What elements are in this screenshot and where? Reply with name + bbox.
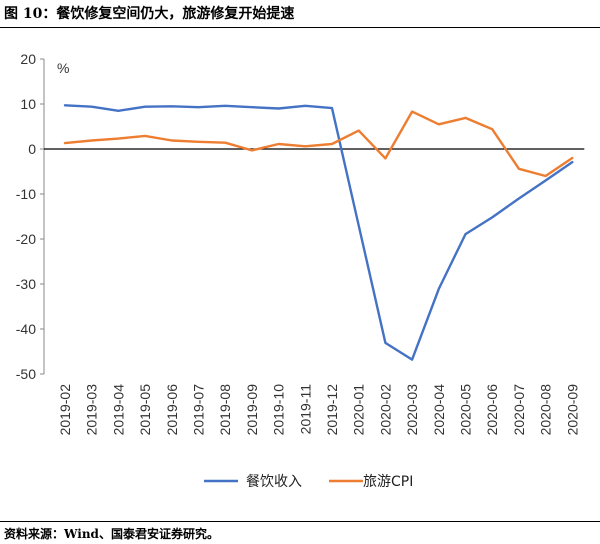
- series-line-2: [63, 110, 574, 178]
- x-tick-label: 2019-07: [191, 384, 207, 436]
- legend-label-1: 餐饮收入: [246, 474, 302, 490]
- x-tick-label: 2019-05: [137, 384, 153, 436]
- x-tick-label: 2020-07: [511, 384, 527, 436]
- x-tick-label: 2019-02: [57, 384, 73, 436]
- x-tick-label: 2020-03: [404, 384, 420, 436]
- x-tick-label: 2019-09: [244, 384, 260, 436]
- line-chart: 20 10 0 -10 -20 -30 -40 -50% 2019-02 2019-03 2019-…: [16, 51, 585, 490]
- y-tick-label: -40: [16, 321, 36, 337]
- x-tick-label: 2020-05: [458, 384, 474, 436]
- x-tick-label: 2019-04: [110, 384, 126, 436]
- x-tick-label: 2020-04: [431, 384, 447, 436]
- y-tick-label: 20: [20, 51, 36, 67]
- x-tick-label: 2019-11: [297, 384, 313, 435]
- series-line-1: [63, 104, 574, 361]
- y-tick-label: -30: [16, 276, 36, 292]
- x-tick-label: 2020-08: [538, 384, 554, 436]
- x-tick-label: 2020-01: [351, 384, 367, 436]
- x-tick-label: 2020-06: [484, 384, 500, 436]
- y-tick-label: 10: [20, 96, 36, 112]
- y-tick-label: 0: [28, 141, 36, 157]
- x-tick-label: 2020-02: [377, 384, 393, 436]
- x-tick-label: 2019-10: [271, 384, 287, 436]
- y-tick-label: -10: [16, 186, 36, 202]
- x-tick-label: 2019-08: [217, 384, 233, 436]
- x-tick-label: 2019-03: [84, 384, 100, 436]
- x-tick-label: 2020-09: [564, 384, 580, 436]
- x-tick-label: 2019-06: [164, 384, 180, 436]
- legend-label-2: 旅游CPI: [363, 474, 413, 490]
- top-rule: [0, 27, 600, 28]
- source-note: 资料来源：Wind、国泰君安证券研究。: [4, 527, 219, 541]
- y-axis-unit: %: [57, 60, 69, 76]
- x-tick-label: 2019-12: [324, 384, 340, 436]
- figure-title: 图 10：餐饮修复空间仍大，旅游修复开始提速: [4, 6, 295, 22]
- y-tick-label: -50: [16, 366, 36, 382]
- bottom-rule: [0, 521, 600, 522]
- y-tick-label: -20: [16, 231, 36, 247]
